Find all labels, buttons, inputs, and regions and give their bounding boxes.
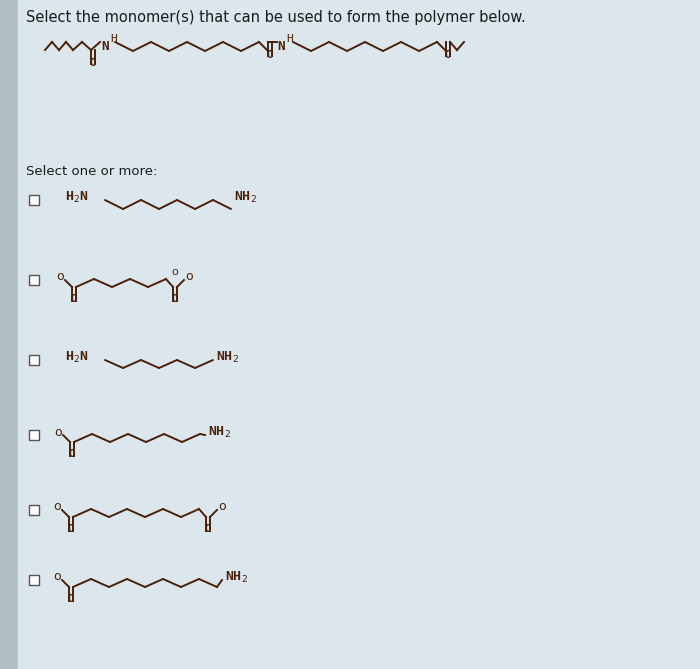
Text: O: O: [444, 50, 452, 60]
Bar: [29, 505, 39, 515]
Bar: [29, 355, 39, 365]
Text: O: O: [69, 449, 76, 459]
Bar: [0, 0, 18, 669]
Bar: [29, 575, 39, 585]
Text: o: o: [172, 267, 178, 277]
Text: H: H: [286, 34, 293, 44]
Text: H$_2$N: H$_2$N: [65, 189, 88, 205]
Text: N: N: [277, 40, 284, 53]
Text: NH$_2$: NH$_2$: [234, 189, 257, 205]
Text: O: O: [68, 524, 74, 534]
Text: o: o: [53, 500, 61, 514]
Bar: [29, 275, 39, 285]
Text: Select one or more:: Select one or more:: [26, 165, 158, 178]
Bar: [29, 430, 39, 440]
Text: o: o: [186, 270, 192, 284]
Text: NH$_2$: NH$_2$: [216, 349, 239, 365]
Text: N: N: [101, 40, 108, 53]
Text: O: O: [68, 594, 74, 604]
Text: o: o: [54, 425, 62, 438]
Text: O: O: [172, 294, 178, 304]
Text: o: o: [53, 571, 61, 583]
Text: H: H: [110, 34, 117, 44]
Text: H$_2$N: H$_2$N: [65, 349, 88, 365]
Text: O: O: [204, 524, 211, 534]
Text: O: O: [267, 50, 274, 60]
Text: NH$_2$: NH$_2$: [225, 569, 248, 585]
Text: o: o: [218, 500, 226, 514]
Text: NH$_2$: NH$_2$: [208, 424, 231, 440]
Text: o: o: [56, 270, 64, 284]
Text: O: O: [71, 294, 78, 304]
Text: Select the monomer(s) that can be used to form the polymer below.: Select the monomer(s) that can be used t…: [26, 10, 526, 25]
Text: O: O: [90, 58, 97, 68]
Bar: [29, 195, 39, 205]
